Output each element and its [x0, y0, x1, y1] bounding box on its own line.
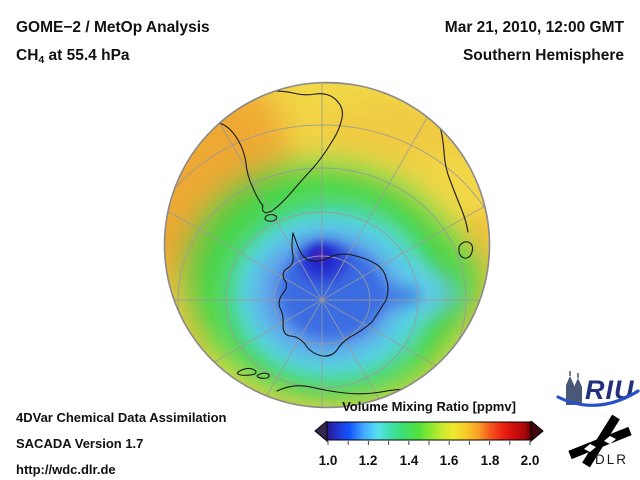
assimilation-label: 4DVar Chemical Data Assimilation	[16, 410, 227, 425]
dlr-emblem-cutout2	[604, 436, 616, 444]
hemisphere-label: Southern Hemisphere	[462, 47, 624, 64]
dlr-logo-text: DLR	[595, 452, 628, 467]
colorbar-gradient	[326, 421, 532, 441]
datetime-label: Mar 21, 2010, 12:00 GMT	[444, 19, 624, 36]
species-subscript: 4	[38, 54, 45, 66]
coastline-madagascar	[458, 241, 474, 259]
colorbar-title: Volume Mixing Ratio [ppmv]	[342, 399, 516, 414]
colorbar-left-arrow	[314, 421, 328, 443]
tick-label: 2.0	[520, 453, 540, 468]
coastline-south-america	[205, 90, 344, 214]
colorbar	[314, 421, 544, 445]
riu-swoosh-icon	[556, 389, 640, 407]
coastline-australia	[276, 385, 432, 395]
tick-label: 1.2	[358, 453, 378, 468]
coastline-antarctica	[278, 232, 389, 357]
coastline-new-zealand	[236, 367, 270, 379]
species-level-line: CH4 at 55.4 hPa	[16, 42, 210, 71]
dlr-logo: DLR	[568, 414, 632, 468]
dlr-emblem-cutout1	[584, 444, 596, 452]
cathedral-icon-spire2	[574, 378, 582, 405]
dlr-emblem-spike	[582, 414, 620, 468]
globe-rim	[163, 81, 491, 409]
tick-label: 1.0	[318, 453, 338, 468]
coastline-tierra-del-fuego	[264, 213, 278, 222]
species-prefix: CH	[16, 47, 39, 64]
credit-block: 4DVar Chemical Data Assimilation SACADA …	[16, 405, 227, 480]
colorbar-tick-labels: 1.0 1.2 1.4 1.6 1.8 2.0	[314, 453, 544, 469]
analysis-title: GOME−2 / MetOp Analysis	[16, 19, 210, 36]
colorbar-minor-ticks	[327, 441, 531, 445]
pressure-level: at 55.4 hPa	[44, 47, 130, 64]
cathedral-icon	[566, 376, 574, 405]
tick-label: 1.4	[399, 453, 419, 468]
url-label: http://wdc.dlr.de	[16, 462, 116, 477]
tick-label: 1.8	[480, 453, 500, 468]
version-label: SACADA Version 1.7	[16, 436, 144, 451]
title-block-right: Mar 21, 2010, 12:00 GMT Southern Hemisph…	[445, 14, 624, 70]
colorbar-right-arrow	[530, 421, 544, 443]
title-block-left: GOME−2 / MetOp Analysis CH4 at 55.4 hPa	[16, 14, 210, 71]
riu-logo: RIU	[556, 371, 640, 407]
riu-logo-text: RIU	[585, 375, 635, 405]
tick-label: 1.6	[439, 453, 459, 468]
